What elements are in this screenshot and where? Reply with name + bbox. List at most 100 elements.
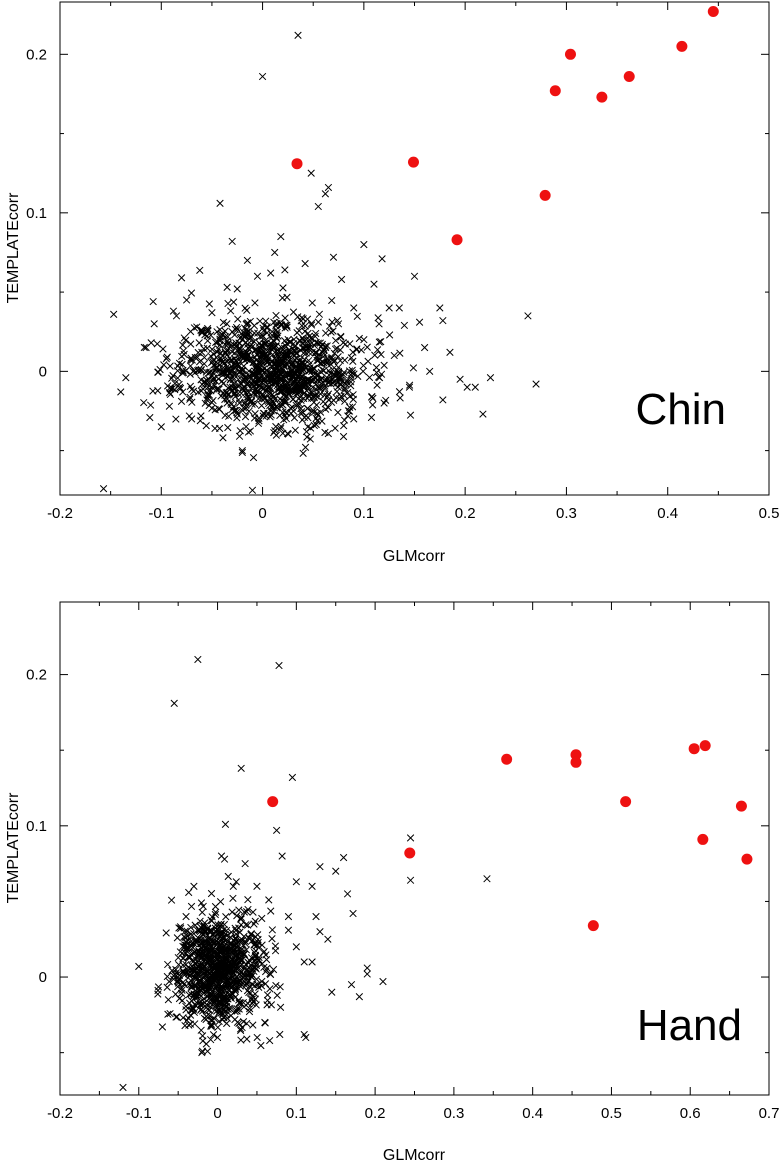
data-point-cross	[292, 383, 301, 392]
data-point-cross	[257, 1041, 265, 1050]
data-point-cross	[176, 923, 185, 931]
data-point-cross	[348, 366, 356, 374]
data-point-cross	[223, 399, 231, 407]
data-point-cross	[235, 906, 243, 914]
data-point-cross	[257, 982, 266, 990]
highlight-point	[620, 796, 632, 808]
highlight-points	[267, 740, 753, 932]
data-point-cross	[263, 353, 271, 362]
data-point-cross	[277, 232, 285, 241]
highlight-point	[676, 40, 688, 52]
data-point-cross	[197, 899, 206, 907]
data-point-cross	[172, 415, 180, 423]
data-point-cross	[286, 377, 294, 386]
data-point-cross	[229, 970, 237, 978]
data-point-cross	[307, 319, 316, 328]
data-point-cross	[297, 408, 306, 416]
data-point-cross	[210, 969, 218, 977]
data-point-cross	[345, 407, 354, 415]
data-point-cross	[308, 367, 316, 376]
data-point-cross	[209, 1031, 218, 1039]
data-point-cross	[237, 956, 245, 964]
data-point-cross	[186, 370, 194, 378]
data-point-cross	[329, 370, 337, 379]
data-point-cross	[244, 921, 252, 929]
data-point-cross	[283, 293, 291, 301]
data-point-cross	[249, 908, 257, 916]
data-point-cross	[314, 202, 322, 211]
data-point-cross	[170, 699, 178, 707]
data-point-cross	[253, 272, 262, 280]
data-point-cross	[298, 416, 306, 424]
data-point-cross	[265, 896, 273, 904]
data-point-cross	[254, 329, 262, 337]
data-point-cross	[147, 339, 155, 347]
data-point-cross	[322, 343, 330, 352]
data-point-cross	[372, 368, 381, 377]
y-tick-labels: 0 0.1 0.2	[26, 667, 47, 986]
data-point-cross	[250, 920, 258, 928]
data-point-cross	[154, 986, 162, 995]
data-point-cross	[203, 396, 211, 404]
data-point-cross	[345, 367, 354, 375]
data-point-cross	[360, 240, 368, 249]
data-point-cross	[240, 950, 249, 958]
data-point-cross	[378, 255, 386, 263]
data-point-cross	[240, 908, 248, 916]
x-tick-label: 0.6	[680, 1105, 701, 1122]
data-point-cross	[299, 365, 307, 373]
data-point-cross	[229, 894, 237, 902]
data-point-cross	[334, 374, 342, 383]
data-point-cross	[317, 342, 325, 351]
x-tick-label: -0.1	[148, 505, 174, 522]
data-point-cross	[270, 359, 278, 368]
data-point-cross	[333, 387, 341, 396]
y-tick-label: 0	[39, 969, 47, 986]
data-point-cross	[258, 72, 267, 81]
data-point-cross	[334, 408, 342, 417]
data-point-cross	[373, 381, 381, 389]
data-point-cross	[190, 937, 199, 945]
data-point-cross	[222, 964, 230, 972]
data-point-cross	[243, 379, 252, 387]
data-point-cross	[299, 315, 307, 323]
data-point-cross	[213, 328, 221, 336]
data-point-cross	[237, 967, 246, 976]
data-point-cross	[311, 370, 319, 378]
data-point-cross	[146, 413, 154, 422]
x-tick-label: 0.3	[556, 505, 577, 522]
data-point-cross	[396, 349, 404, 357]
data-point-cross	[267, 269, 275, 277]
data-point-cross	[172, 965, 180, 974]
data-point-cross	[216, 1005, 224, 1014]
data-point-cross	[227, 307, 235, 315]
data-point-cross	[231, 406, 239, 415]
data-point-cross	[405, 381, 414, 389]
y-tick-label: 0	[39, 363, 47, 380]
data-point-cross	[261, 1018, 269, 1027]
data-point-cross	[281, 337, 289, 345]
data-point-cross	[233, 1005, 241, 1013]
data-point-cross	[239, 406, 247, 415]
data-point-cross	[237, 999, 245, 1007]
data-point-cross	[310, 364, 318, 372]
data-point-cross	[227, 928, 236, 936]
data-point-cross	[395, 304, 403, 312]
data-point-cross	[236, 949, 245, 957]
data-point-cross	[328, 318, 336, 326]
data-point-cross	[301, 360, 309, 368]
data-point-cross	[197, 366, 205, 375]
data-point-cross	[187, 923, 195, 932]
data-point-cross	[219, 368, 227, 376]
highlight-point	[570, 749, 582, 761]
data-point-cross	[439, 396, 447, 404]
data-point-cross	[289, 372, 298, 380]
data-point-cross	[284, 351, 292, 359]
highlight-point	[451, 234, 463, 246]
data-point-cross	[268, 377, 276, 385]
data-point-cross	[172, 312, 181, 320]
data-point-cross	[300, 380, 308, 388]
data-point-cross	[347, 354, 356, 362]
highlight-point	[623, 71, 635, 83]
data-point-cross	[253, 1033, 261, 1042]
